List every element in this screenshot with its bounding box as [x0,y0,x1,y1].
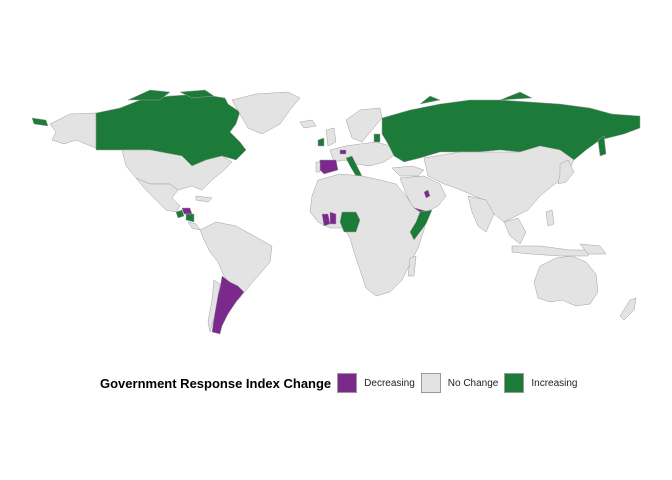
region-mexico [135,177,181,213]
region-cote-d-ivoire [329,211,337,225]
region-scandinavia [345,107,383,143]
region-alaska-tip [31,117,49,127]
region-cuba [195,195,213,203]
region-spain [317,159,339,175]
region-new-zealand [619,297,637,321]
legend-title: Government Response Index Change [100,375,332,391]
region-greenland [231,91,301,135]
region-central-asia [423,145,575,223]
legend-item-no-change: No Change [420,373,499,393]
region-nicaragua [185,213,195,223]
region-africa [309,173,427,297]
legend-swatch-increasing [504,373,525,393]
region-iceland [299,119,317,129]
region-europe [329,141,397,167]
legend-label-increasing: Increasing [531,377,578,389]
region-nigeria [339,211,361,233]
region-alaska [49,112,97,149]
region-sakhalin [597,135,607,157]
region-new-guinea [579,243,607,255]
region-ireland [317,137,325,147]
legend-swatch-decreasing [337,373,358,393]
region-gulf-state [423,189,431,199]
legend-label-decreasing: Decreasing [364,377,415,389]
region-portugal [315,161,321,173]
region-baltics [373,133,381,143]
legend-label-no-change: No Change [447,377,499,389]
legend-item-decreasing: Decreasing [337,373,415,393]
region-madagascar [407,255,417,277]
region-japan [557,159,575,185]
region-belgium [339,149,347,155]
legend-swatch-no-change [420,373,441,393]
region-australia [533,255,599,307]
region-russia-islands [419,91,533,105]
region-russia [381,99,641,163]
region-costa-rica [187,221,201,231]
region-india [467,195,495,233]
map-legend: Government Response Index Change Decreas… [100,371,584,395]
region-honduras [181,207,193,215]
legend-item-increasing: Increasing [504,373,578,393]
region-guatemala [175,209,185,219]
region-indonesia [511,245,591,257]
region-somalia [409,209,433,241]
region-uk [325,127,337,147]
region-turkey [391,165,425,177]
region-philippines [545,209,555,227]
region-southeast-asia [503,217,527,245]
region-chile [207,279,221,333]
region-south-america [199,221,273,301]
region-canadian-arctic [127,89,215,101]
